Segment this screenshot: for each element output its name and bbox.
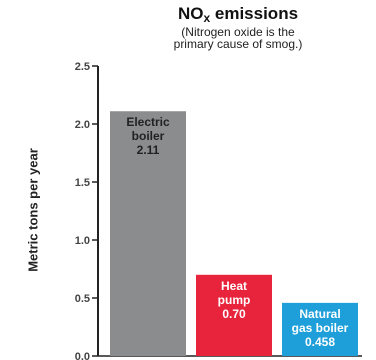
bar-category-label: Heat [221,279,247,293]
chart-title: NOx emissions [177,4,299,25]
y-tick-label: 2.5 [75,61,90,73]
bar-value-label: 2.11 [137,143,160,157]
bar-category-label: boiler [132,129,165,143]
bar-2 [282,302,358,356]
bar-1 [196,274,272,356]
y-tick-label: 0.5 [75,293,90,305]
chart-subtitle: (Nitrogen oxide is the primary cause of … [140,26,336,50]
bar-category-label: Natural [299,307,340,321]
bar-value-label: 0.70 [222,307,246,321]
y-tick-label: 2.0 [75,119,90,131]
y-tick-label: 1.0 [75,235,90,247]
subtitle-line-2: primary cause of smog.) [173,37,303,51]
bar-category-label: pump [218,293,251,307]
bar-category-label: Electric [126,115,170,129]
bar-value-label: 0.458 [305,335,335,349]
y-tick-label: 1.5 [75,177,90,189]
subtitle-line-1: (Nitrogen oxide is the [181,25,295,39]
bar-category-label: gas boiler [292,321,349,335]
bar-0 [110,111,186,357]
y-tick-label: 0.0 [75,351,90,360]
